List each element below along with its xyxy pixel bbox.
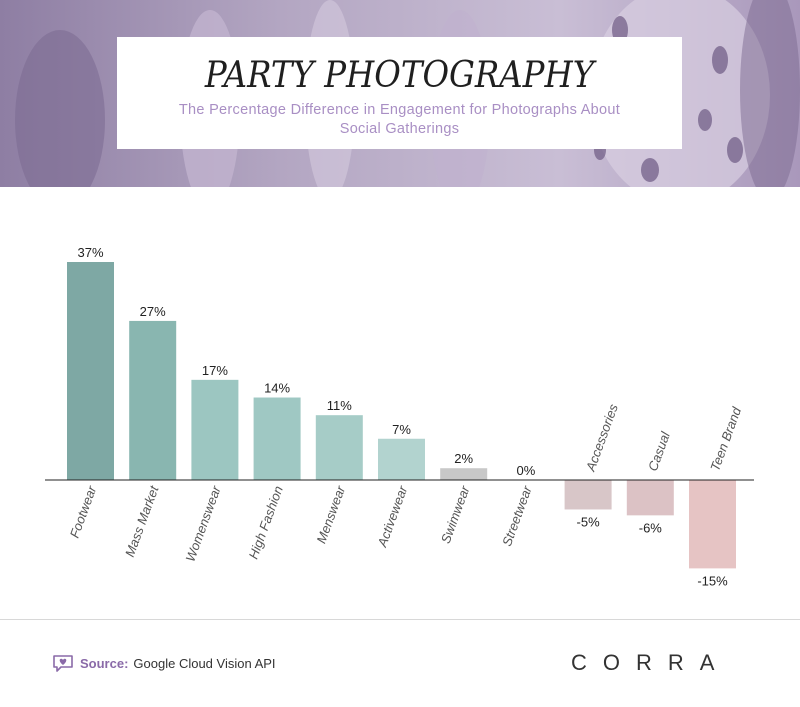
bar (67, 262, 114, 480)
data-label: 17% (202, 363, 228, 378)
chat-heart-icon (53, 655, 73, 672)
category-label: Teen Brand (707, 404, 744, 473)
category-label: Activewear (374, 483, 410, 549)
header-banner: PARTY PHOTOGRAPHY The Percentage Differe… (0, 0, 800, 187)
data-label: 11% (327, 398, 352, 413)
category-label: Swimwear (438, 483, 473, 545)
category-label: Accessories (582, 402, 621, 474)
data-label: -15% (697, 573, 728, 588)
footer-divider (0, 619, 800, 620)
source-text: Google Cloud Vision API (133, 655, 276, 671)
bar (378, 438, 425, 480)
bar (564, 480, 612, 510)
bar (689, 480, 736, 569)
data-label: -6% (639, 520, 663, 535)
bar (626, 480, 674, 516)
data-label: 2% (454, 451, 473, 466)
source-credit: Source: Google Cloud Vision API (52, 654, 276, 672)
category-label: Womenswear (182, 483, 224, 563)
category-label: Footwear (67, 483, 100, 540)
bar (315, 415, 363, 480)
category-label: Menswear (314, 483, 349, 545)
data-label: 27% (140, 304, 166, 319)
title-card: PARTY PHOTOGRAPHY The Percentage Differe… (117, 37, 682, 149)
page-subtitle: The Percentage Difference in Engagement … (178, 102, 621, 137)
bar (253, 397, 301, 480)
data-label: 7% (392, 422, 411, 437)
category-label: Streetwear (499, 483, 535, 548)
brand-logo: CORRA (571, 650, 731, 675)
category-label: Casual (645, 429, 673, 473)
data-label: 0% (517, 463, 536, 478)
bar (129, 320, 177, 480)
bar-chart: 37% Footwear 27% Mass Market 17% Womenswear 14… (45, 245, 754, 588)
page-title: PARTY PHOTOGRAPHY (204, 55, 595, 96)
bar (440, 468, 488, 480)
data-label: 14% (264, 381, 290, 396)
category-label: Mass Market (122, 483, 162, 559)
data-label: -5% (577, 514, 601, 529)
bar (191, 379, 239, 480)
source-label: Source: (80, 655, 129, 671)
data-label: 37% (77, 245, 103, 260)
category-label: High Fashion (246, 484, 286, 561)
